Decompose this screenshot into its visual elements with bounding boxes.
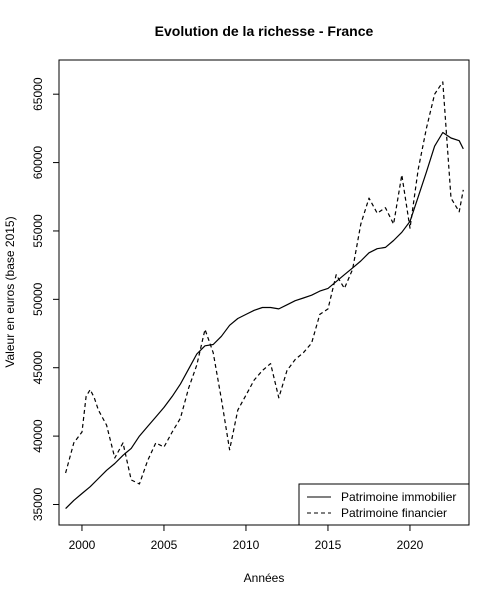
y-axis: 35000 40000 45000 50000 55000 60000 65000 xyxy=(31,77,59,521)
chart-title: Evolution de la richesse - France xyxy=(155,23,374,39)
legend-box xyxy=(298,483,470,526)
x-tick-label: 2005 xyxy=(151,538,178,552)
y-tick-label: 60000 xyxy=(31,146,45,180)
x-tick-label: 2015 xyxy=(315,538,342,552)
y-tick-label: 40000 xyxy=(31,419,45,453)
y-tick-label: 65000 xyxy=(31,77,45,111)
plot-frame xyxy=(58,59,470,526)
y-tick-label: 50000 xyxy=(31,282,45,316)
legend: Patrimoine immobilier Patrimoine financi… xyxy=(298,483,470,526)
y-tick-label: 55000 xyxy=(31,214,45,248)
legend-label-immobilier: Patrimoine immobilier xyxy=(341,490,456,504)
x-tick-label: 2000 xyxy=(69,538,96,552)
x-axis-title: Années xyxy=(244,571,285,585)
series-line-immobilier xyxy=(65,131,464,510)
series-layer xyxy=(65,81,464,510)
legend-label-financier: Patrimoine financier xyxy=(341,506,447,520)
y-tick-label: 45000 xyxy=(31,351,45,385)
x-tick-label: 2010 xyxy=(233,538,260,552)
series-line-financier xyxy=(65,81,464,485)
x-axis: 2000 2005 2010 2015 2020 xyxy=(69,525,424,552)
x-tick-label: 2020 xyxy=(397,538,424,552)
y-axis-title: Valeur en euros (base 2015) xyxy=(3,216,17,367)
y-tick-label: 35000 xyxy=(31,487,45,521)
